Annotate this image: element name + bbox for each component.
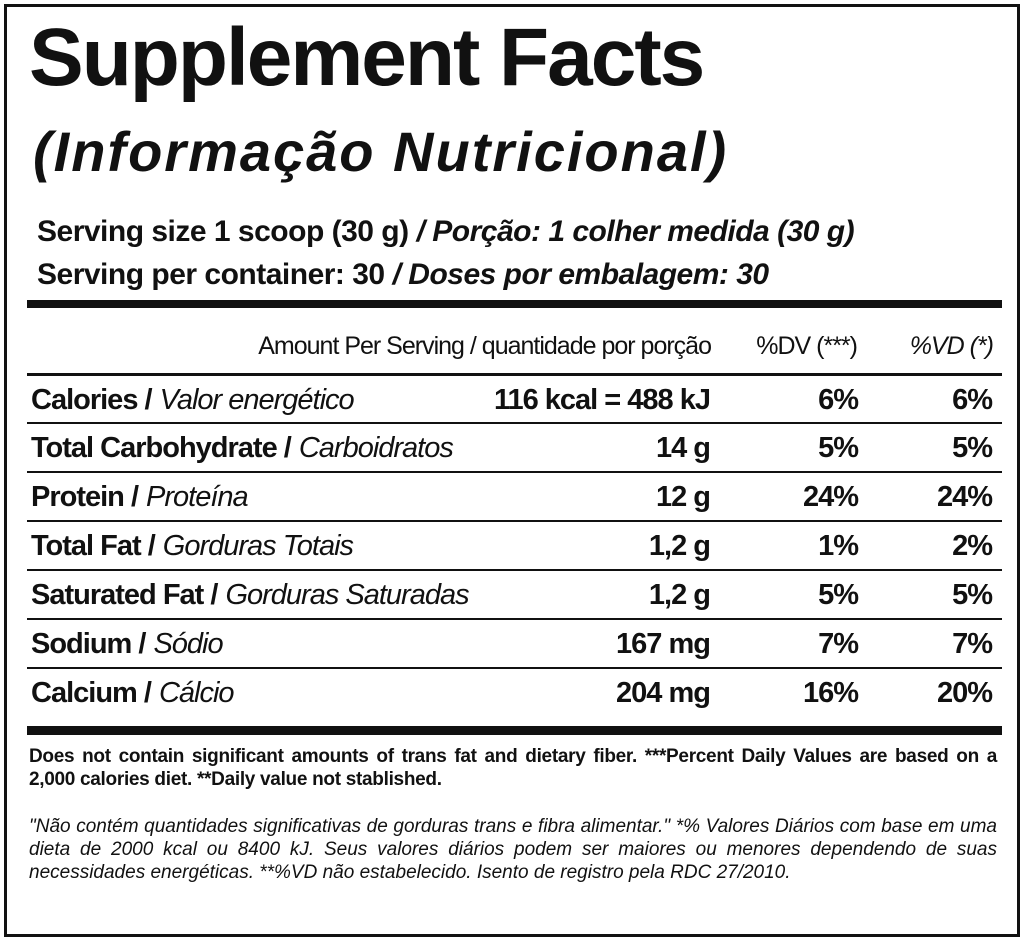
amount: 167 mg <box>616 628 711 660</box>
nutrient-name: Protein / Proteína <box>31 481 249 514</box>
name-pt: Carboidratos <box>298 432 454 464</box>
nutrient-row: Protein / Proteína 12 g 24% 24% <box>27 471 1002 521</box>
name-en: Total Fat / <box>31 530 156 562</box>
daily-value: 6% <box>818 384 859 416</box>
nutrient-name: Calories / Valor energético <box>31 384 355 417</box>
daily-value: 5% <box>818 432 859 464</box>
serving-size-pt: / Porção: 1 colher medida (30 g) <box>416 215 855 248</box>
nutrient-row: Total Fat / Gorduras Totais 1,2 g 1% 2% <box>27 520 1002 570</box>
valor-diario: 5% <box>952 579 993 611</box>
column-header: Amount Per Serving / quantidade por porç… <box>258 332 712 360</box>
nutrient-row: Saturated Fat / Gorduras Saturadas 1,2 g 5%… <box>27 569 1002 619</box>
valor-diario: 20% <box>936 677 993 709</box>
name-pt: Gorduras Totais <box>162 530 354 562</box>
valor-diario: 5% <box>952 432 993 464</box>
footnote-en: Does not contain significant amounts of … <box>29 746 997 790</box>
serving-size: Serving size 1 scoop (30 g) / Porção: 1 c… <box>37 215 855 249</box>
servings-en: Serving per container: 30 <box>37 258 385 291</box>
daily-value: 5% <box>818 579 859 611</box>
name-en: Saturated Fat / <box>31 579 218 611</box>
amount: 116 kcal = 488 kJ <box>493 384 711 416</box>
amount: 204 mg <box>616 677 711 709</box>
name-pt: Gorduras Saturadas <box>225 579 469 611</box>
daily-value: 7% <box>818 628 859 660</box>
name-en: Total Carbohydrate / <box>31 432 292 464</box>
name-en: Protein / <box>31 481 139 513</box>
valor-diario: 2% <box>952 530 993 562</box>
valor-diario: 7% <box>952 628 993 660</box>
amount: 1,2 g <box>648 530 711 562</box>
nutrient-name: Total Carbohydrate / Carboidratos <box>31 432 454 465</box>
nutrient-row: Calories / Valor energético 116 kcal = 488… <box>27 373 1002 424</box>
name-en: Calcium / <box>31 677 152 709</box>
column-header: %VD (*) <box>909 332 994 360</box>
subtitle: (Informação Nutricional) <box>33 120 729 183</box>
title: Supplement Facts <box>29 12 705 103</box>
valor-diario: 6% <box>952 384 993 416</box>
nutrient-row: Sodium / Sódio 167 mg 7% 7% <box>27 618 1002 668</box>
name-en: Sodium / <box>31 628 146 660</box>
divider <box>27 300 1002 308</box>
daily-value: 16% <box>802 677 859 709</box>
name-pt: Valor energético <box>159 384 355 416</box>
nutrient-name: Sodium / Sódio <box>31 628 224 661</box>
nutrient-row: Total Carbohydrate / Carboidratos 14 g 5% 5% <box>27 422 1002 472</box>
amount: 12 g <box>655 481 711 513</box>
divider <box>27 726 1002 735</box>
footnote-pt: "Não contém quantidades significativas d… <box>29 816 997 883</box>
name-pt: Cálcio <box>158 677 235 709</box>
column-header: %DV (***) <box>756 332 858 360</box>
servings: Serving per container: 30/ Doses por emb… <box>37 258 769 292</box>
nutrient-row: Calcium / Cálcio 204 mg 16% 20% <box>27 667 1002 717</box>
supplement-facts-label: Supplement Facts (Informação Nutricional… <box>4 4 1020 937</box>
amount: 1,2 g <box>648 579 711 611</box>
nutrient-name: Saturated Fat / Gorduras Saturadas <box>31 579 470 612</box>
serving-size-en: Serving size 1 scoop (30 g) <box>37 215 409 248</box>
nutrient-name: Total Fat / Gorduras Totais <box>31 530 354 563</box>
amount: 14 g <box>655 432 711 464</box>
daily-value: 24% <box>802 481 859 513</box>
daily-value: 1% <box>818 530 859 562</box>
servings-pt: / Doses por embalagem: 30 <box>392 258 769 291</box>
nutrient-name: Calcium / Cálcio <box>31 677 235 710</box>
valor-diario: 24% <box>936 481 993 513</box>
name-pt: Proteína <box>146 481 249 513</box>
name-pt: Sódio <box>153 628 223 660</box>
name-en: Calories / <box>31 384 153 416</box>
